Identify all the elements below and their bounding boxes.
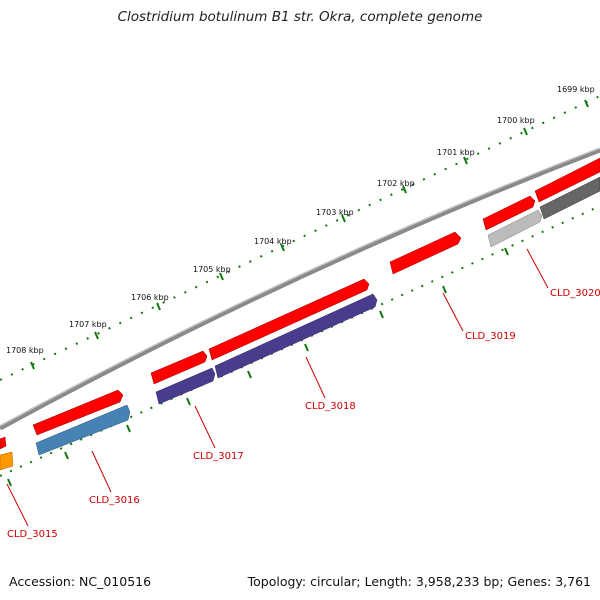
gene-arrow[interactable] [487,209,543,248]
tick-label-1708: 1708 kbp [6,346,44,355]
label-leaders [6,248,549,527]
gene-arrow[interactable] [539,176,600,220]
tick-label-1701: 1701 kbp [437,148,475,157]
gene-arrow[interactable] [214,293,378,379]
gene-arrow[interactable] [0,436,7,450]
gene-label-cld-3015: CLD_3015 [7,529,58,540]
gene-arrow[interactable] [0,451,14,471]
accession-text: Accession: NC_010516 [9,574,152,589]
reverse-genes [0,176,600,471]
inner-major-ticks [7,247,509,487]
topology-text: Topology: circular; Length: 3,958,233 bp… [247,574,591,589]
outer-tick-track [0,95,600,381]
tick-label-1707: 1707 kbp [69,320,107,329]
gene-label-cld-3017: CLD_3017 [193,451,244,462]
backbone-track [0,147,600,431]
gene-arrow[interactable] [534,157,600,203]
gene-arrow[interactable] [208,278,370,361]
gene-arrow[interactable] [155,367,216,405]
tick-label-1702: 1702 kbp [377,179,415,188]
gene-arrow[interactable] [35,404,131,456]
forward-genes [0,157,600,450]
gene-arrow[interactable] [389,231,462,275]
gene-arrow[interactable] [150,350,208,385]
gene-label-cld-3016: CLD_3016 [89,495,140,506]
outer-major-ticks [30,99,589,370]
map-title: Clostridium botulinum B1 str. Okra, comp… [117,9,483,25]
tick-label-1706: 1706 kbp [131,293,169,302]
gene-label-cld-3020: CLD_3020 [550,288,600,299]
gene-arrow[interactable] [32,389,124,436]
gene-label-cld-3018: CLD_3018 [305,401,356,412]
tick-label-1700: 1700 kbp [497,116,535,125]
tick-label-1703: 1703 kbp [316,208,354,217]
tick-label-1705: 1705 kbp [193,265,231,274]
gene-arrow[interactable] [482,195,536,231]
gene-label-cld-3019: CLD_3019 [465,331,516,342]
tick-label-1699: 1699 kbp [557,85,595,94]
tick-label-1704: 1704 kbp [254,237,292,246]
